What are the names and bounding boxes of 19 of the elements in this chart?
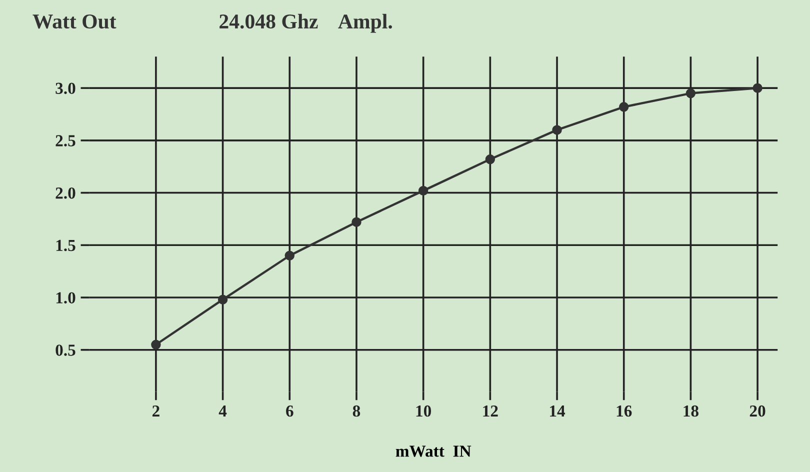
y-tick-label: 2.0 (56, 187, 76, 199)
y-tick-label: 3.0 (56, 82, 76, 94)
x-tick-label: 16 (616, 405, 632, 417)
x-tick-label: 8 (352, 405, 360, 417)
x-tick-label: 4 (218, 406, 227, 417)
y-tick-label: 2.5 (56, 135, 76, 146)
x-tick-label: 12 (483, 405, 498, 417)
x-tick-label: 2 (152, 405, 160, 417)
x-tick-label: 10 (416, 405, 432, 417)
x-tick-label: 6 (286, 405, 294, 417)
x-tick-label: 14 (550, 406, 566, 417)
x-tick-label: 20 (750, 405, 766, 417)
y-tick-label: 1.5 (56, 240, 76, 252)
y-axis-title: Watt Out (32, 14, 116, 29)
x-axis-title: mWatt IN (396, 446, 472, 457)
y-tick-label: 1.0 (56, 292, 76, 304)
chart-title: 24.048 Ghz Ampl. (220, 14, 392, 33)
y-tick-label: 0.5 (56, 344, 76, 356)
x-tick-label: 18 (684, 405, 698, 417)
